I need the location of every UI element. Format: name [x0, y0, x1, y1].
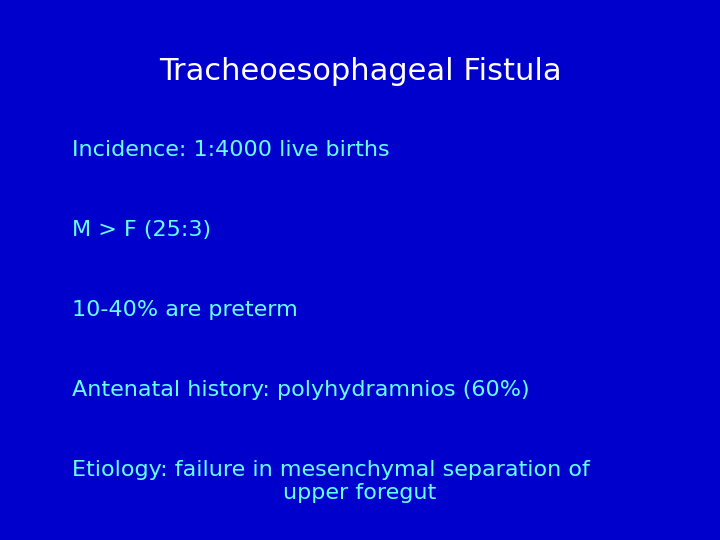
Text: 10-40% are preterm: 10-40% are preterm — [72, 300, 298, 320]
Text: Antenatal history: polyhydramnios (60%): Antenatal history: polyhydramnios (60%) — [72, 380, 530, 400]
Text: M > F (25:3): M > F (25:3) — [72, 220, 211, 240]
Text: Tracheoesophageal Fistula: Tracheoesophageal Fistula — [158, 57, 562, 86]
Text: Etiology: failure in mesenchymal separation of
        upper foregut: Etiology: failure in mesenchymal separat… — [72, 460, 590, 503]
Text: Incidence: 1:4000 live births: Incidence: 1:4000 live births — [72, 140, 390, 160]
